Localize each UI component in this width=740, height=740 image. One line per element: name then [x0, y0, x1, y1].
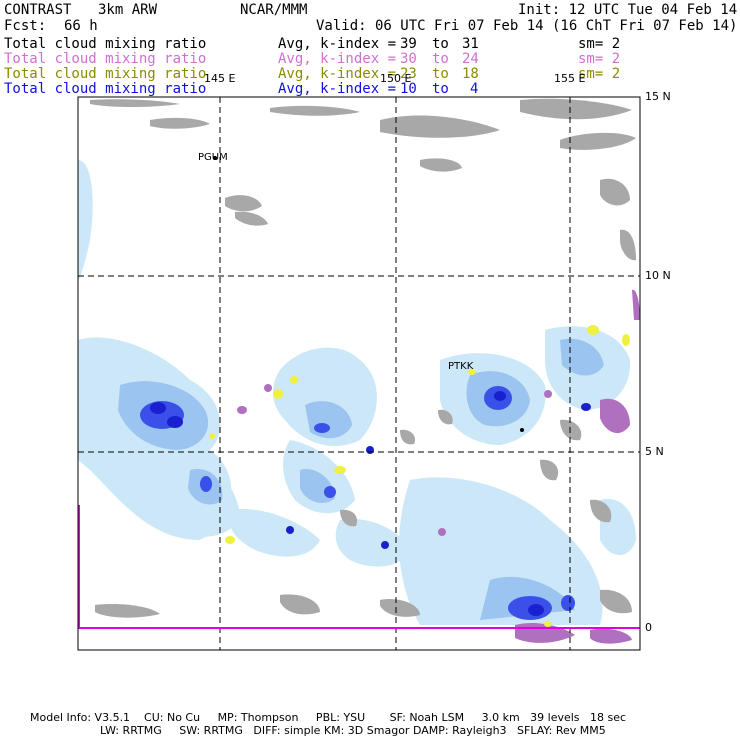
field-name-2: Total cloud mixing ratio [4, 51, 207, 67]
station-ptkk-marker [520, 428, 524, 432]
yellow-cloud-layer [209, 325, 630, 627]
field-kfrom-4: 10 [400, 81, 417, 97]
field-to-1: to [432, 36, 449, 52]
field-avg-4: Avg, k-index = [278, 81, 397, 97]
footer-physics-info: LW: RRTMG SW: RRTMG DIFF: simple KM: 3D … [100, 724, 606, 737]
field-kfrom-3: 23 [400, 66, 417, 82]
field-to-4: to [432, 81, 449, 97]
field-avg-3: Avg, k-index = [278, 66, 397, 82]
forecast-label: Fcst: [4, 18, 47, 34]
forecast-hour: 66 h [64, 18, 98, 34]
field-name-3: Total cloud mixing ratio [4, 66, 207, 82]
init-time: Init: 12 UTC Tue 04 Feb 14 [518, 2, 738, 18]
field-kfrom-2: 30 [400, 51, 417, 67]
station-pgum-marker [213, 156, 217, 160]
lat-label-10n: 10 N [645, 269, 671, 282]
field-kto-2: 24 [462, 51, 479, 67]
field-kto-3: 18 [462, 66, 479, 82]
organization: NCAR/MMM [240, 2, 308, 18]
field-kto-4: 4 [470, 81, 479, 97]
lat-label-0: 0 [645, 621, 652, 634]
field-to-2: to [432, 51, 449, 67]
lat-label-5n: 5 N [645, 445, 664, 458]
footer-model-info: Model Info: V3.5.1 CU: No Cu MP: Thompso… [30, 711, 627, 724]
gray-cloud-layer [90, 98, 636, 618]
lon-label-155: 155 E [554, 72, 586, 85]
field-sm-3: sm= 2 [578, 66, 621, 82]
station-label-ptkk: PTKK [448, 361, 474, 372]
lon-label-150: 150 E [380, 72, 412, 85]
map-frame [77, 96, 641, 651]
lon-label-145: 145 E [204, 72, 236, 85]
field-name-1: Total cloud mixing ratio [4, 36, 207, 52]
field-avg-2: Avg, k-index = [278, 51, 397, 67]
model-name: CONTRAST [4, 2, 72, 18]
field-kfrom-1: 39 [400, 36, 417, 52]
core-cloud-layer [150, 391, 591, 616]
field-kto-1: 31 [462, 36, 479, 52]
valid-time: Valid: 06 UTC Fri 07 Feb 14 (16 ChT Fri … [316, 18, 738, 34]
station-label-pgum: PGUM [198, 152, 228, 163]
field-sm-2: sm= 2 [578, 51, 621, 67]
field-name-4: Total cloud mixing ratio [4, 81, 207, 97]
lat-label-15n: 15 N [645, 90, 671, 103]
field-sm-1: sm= 2 [578, 36, 621, 52]
lat-lon-grid [78, 97, 640, 650]
model-resolution: 3km ARW [98, 2, 158, 18]
field-to-3: to [432, 66, 449, 82]
field-avg-1: Avg, k-index = [278, 36, 397, 52]
